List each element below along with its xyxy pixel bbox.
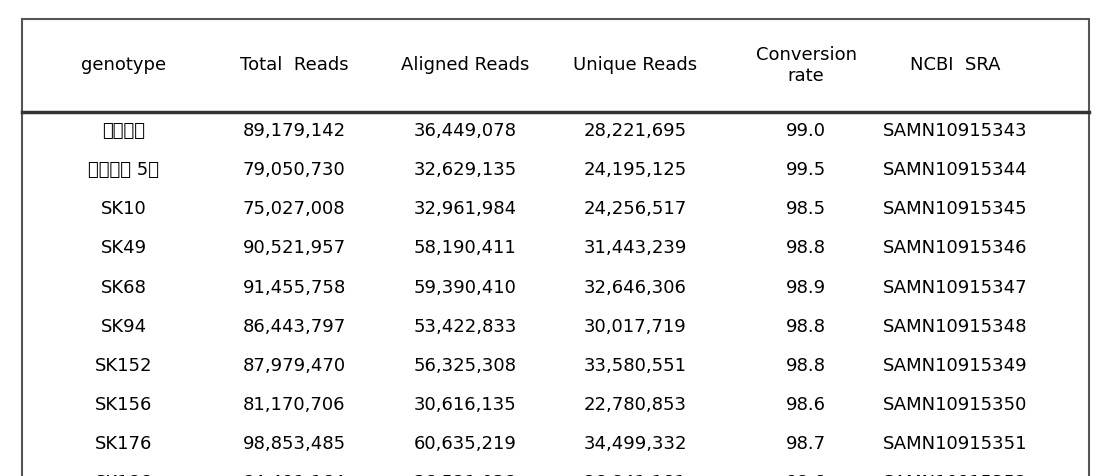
Text: Unique Reads: Unique Reads — [573, 57, 698, 74]
Text: SAMN10915347: SAMN10915347 — [883, 278, 1028, 297]
Text: 99.0: 99.0 — [787, 122, 827, 140]
Text: 53,422,833: 53,422,833 — [413, 317, 517, 336]
Text: 24,256,517: 24,256,517 — [584, 200, 687, 218]
Text: 30,017,719: 30,017,719 — [584, 317, 687, 336]
Text: 30,616,135: 30,616,135 — [413, 396, 517, 414]
Text: SK156: SK156 — [94, 396, 152, 414]
Text: SAMN10915350: SAMN10915350 — [883, 396, 1028, 414]
Text: SAMN10915345: SAMN10915345 — [883, 200, 1028, 218]
Text: 81,170,706: 81,170,706 — [243, 396, 346, 414]
Text: 32,629,135: 32,629,135 — [413, 161, 517, 179]
Text: Aligned Reads: Aligned Reads — [401, 57, 529, 74]
Text: SAMN10915348: SAMN10915348 — [883, 317, 1028, 336]
Text: SK186: SK186 — [94, 474, 152, 476]
Text: 98.8: 98.8 — [787, 239, 827, 258]
Text: 33,580,551: 33,580,551 — [584, 357, 687, 375]
Text: 75,027,008: 75,027,008 — [243, 200, 346, 218]
Text: 87,979,470: 87,979,470 — [242, 357, 346, 375]
Text: SK176: SK176 — [94, 435, 152, 453]
Text: 98.6: 98.6 — [787, 474, 827, 476]
Text: 56,325,308: 56,325,308 — [413, 357, 517, 375]
Text: SK49: SK49 — [100, 239, 147, 258]
Text: 58,190,411: 58,190,411 — [413, 239, 517, 258]
Text: genotype: genotype — [81, 57, 167, 74]
Text: 86,443,797: 86,443,797 — [242, 317, 346, 336]
Text: 31,443,239: 31,443,239 — [583, 239, 688, 258]
Text: 98,853,485: 98,853,485 — [242, 435, 346, 453]
Text: SAMN10915346: SAMN10915346 — [883, 239, 1028, 258]
Text: 98.7: 98.7 — [787, 435, 827, 453]
Text: SAMN10915344: SAMN10915344 — [883, 161, 1028, 179]
Text: 34,499,332: 34,499,332 — [583, 435, 688, 453]
Text: SK152: SK152 — [94, 357, 152, 375]
Text: SK10: SK10 — [101, 200, 147, 218]
Text: 98.9: 98.9 — [787, 278, 827, 297]
Text: 98.6: 98.6 — [787, 396, 827, 414]
Text: 98.8: 98.8 — [787, 357, 827, 375]
Text: 선화녹두: 선화녹두 — [102, 122, 146, 140]
Text: 59,390,410: 59,390,410 — [413, 278, 517, 297]
Text: 89,179,142: 89,179,142 — [242, 122, 346, 140]
Text: 91,455,758: 91,455,758 — [242, 278, 346, 297]
Text: 32,646,306: 32,646,306 — [584, 278, 687, 297]
Text: 36,521,038: 36,521,038 — [413, 474, 517, 476]
Text: 99.5: 99.5 — [785, 161, 827, 179]
Text: SK68: SK68 — [101, 278, 147, 297]
Text: 36,449,078: 36,449,078 — [413, 122, 517, 140]
Text: 90,521,957: 90,521,957 — [242, 239, 346, 258]
Text: 32,961,984: 32,961,984 — [413, 200, 517, 218]
Text: 24,195,125: 24,195,125 — [584, 161, 687, 179]
Text: 98.8: 98.8 — [787, 317, 827, 336]
Text: 79,050,730: 79,050,730 — [243, 161, 346, 179]
Text: 60,635,219: 60,635,219 — [413, 435, 517, 453]
Text: 26,841,181: 26,841,181 — [584, 474, 687, 476]
Text: SAMN10915351: SAMN10915351 — [883, 435, 1028, 453]
Text: 84,491,164: 84,491,164 — [242, 474, 346, 476]
Text: SAMN10915349: SAMN10915349 — [883, 357, 1028, 375]
Text: 경기재래 5호: 경기재래 5호 — [88, 161, 159, 179]
Text: NCBI  SRA: NCBI SRA — [910, 57, 1001, 74]
Text: 28,221,695: 28,221,695 — [584, 122, 687, 140]
Text: SAMN10915343: SAMN10915343 — [883, 122, 1028, 140]
Text: 98.5: 98.5 — [787, 200, 827, 218]
Text: SK94: SK94 — [100, 317, 147, 336]
Text: Conversion
rate: Conversion rate — [755, 46, 857, 85]
Text: SAMN10915352: SAMN10915352 — [883, 474, 1028, 476]
Text: 22,780,853: 22,780,853 — [584, 396, 687, 414]
Text: Total  Reads: Total Reads — [240, 57, 349, 74]
